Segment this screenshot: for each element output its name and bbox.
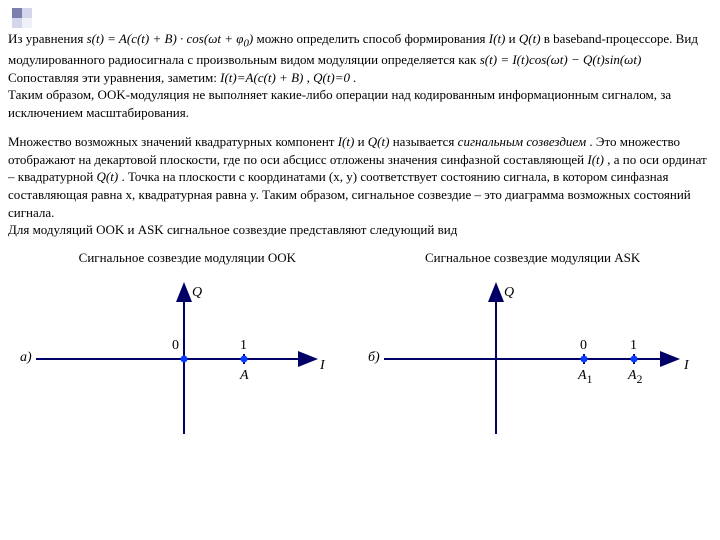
caption-ask: Сигнальное созвездие модуляции ASK (373, 249, 692, 267)
paragraph-1: Из уравнения s(t) = A(c(t) + B) · cos(ωt… (8, 30, 712, 69)
formula-iq: I(t)=A(c(t) + B) , Q(t)=0 . (220, 70, 356, 85)
var-Q: Q(t) (97, 169, 119, 184)
var-Q: Q(t) (368, 134, 390, 149)
paragraph-2b: Для модуляций OOK и ASK сигнальное созве… (8, 221, 712, 239)
paragraph-2: Множество возможных значений квадратурны… (8, 133, 712, 221)
formula-s2: s(t) = I(t)cos(ωt) − Q(t)sin(ωt) (480, 52, 642, 67)
text: Из уравнения (8, 31, 87, 46)
var-I: I(t) (587, 152, 604, 167)
paragraph-1b: Сопоставляя эти уравнения, заметим: I(t)… (8, 69, 712, 87)
term: сигнальным созвездием (458, 134, 586, 149)
constellation-ask: б)QI01A1A2 (366, 274, 706, 434)
slide-bullet-icon (12, 8, 32, 28)
var-I: I(t) (338, 134, 355, 149)
var-I: I(t) (489, 31, 506, 46)
text: и (358, 134, 368, 149)
text: называется (393, 134, 458, 149)
text: Сопоставляя эти уравнения, заметим: (8, 70, 220, 85)
formula-s1: s(t) = A(c(t) + B) · cos(ωt + φ0) (87, 31, 254, 46)
caption-ook: Сигнальное созвездие модуляции OOK (28, 249, 347, 267)
paragraph-1c: Таким образом, OOK-модуляция не выполняе… (8, 86, 712, 121)
var-Q: Q(t) (519, 31, 541, 46)
body-text: Из уравнения s(t) = A(c(t) + B) · cos(ωt… (8, 30, 712, 434)
text: Множество возможных значений квадратурны… (8, 134, 338, 149)
text: можно определить способ формирования (256, 31, 488, 46)
constellation-ook: а)QI01A (14, 274, 354, 434)
text: и (509, 31, 519, 46)
